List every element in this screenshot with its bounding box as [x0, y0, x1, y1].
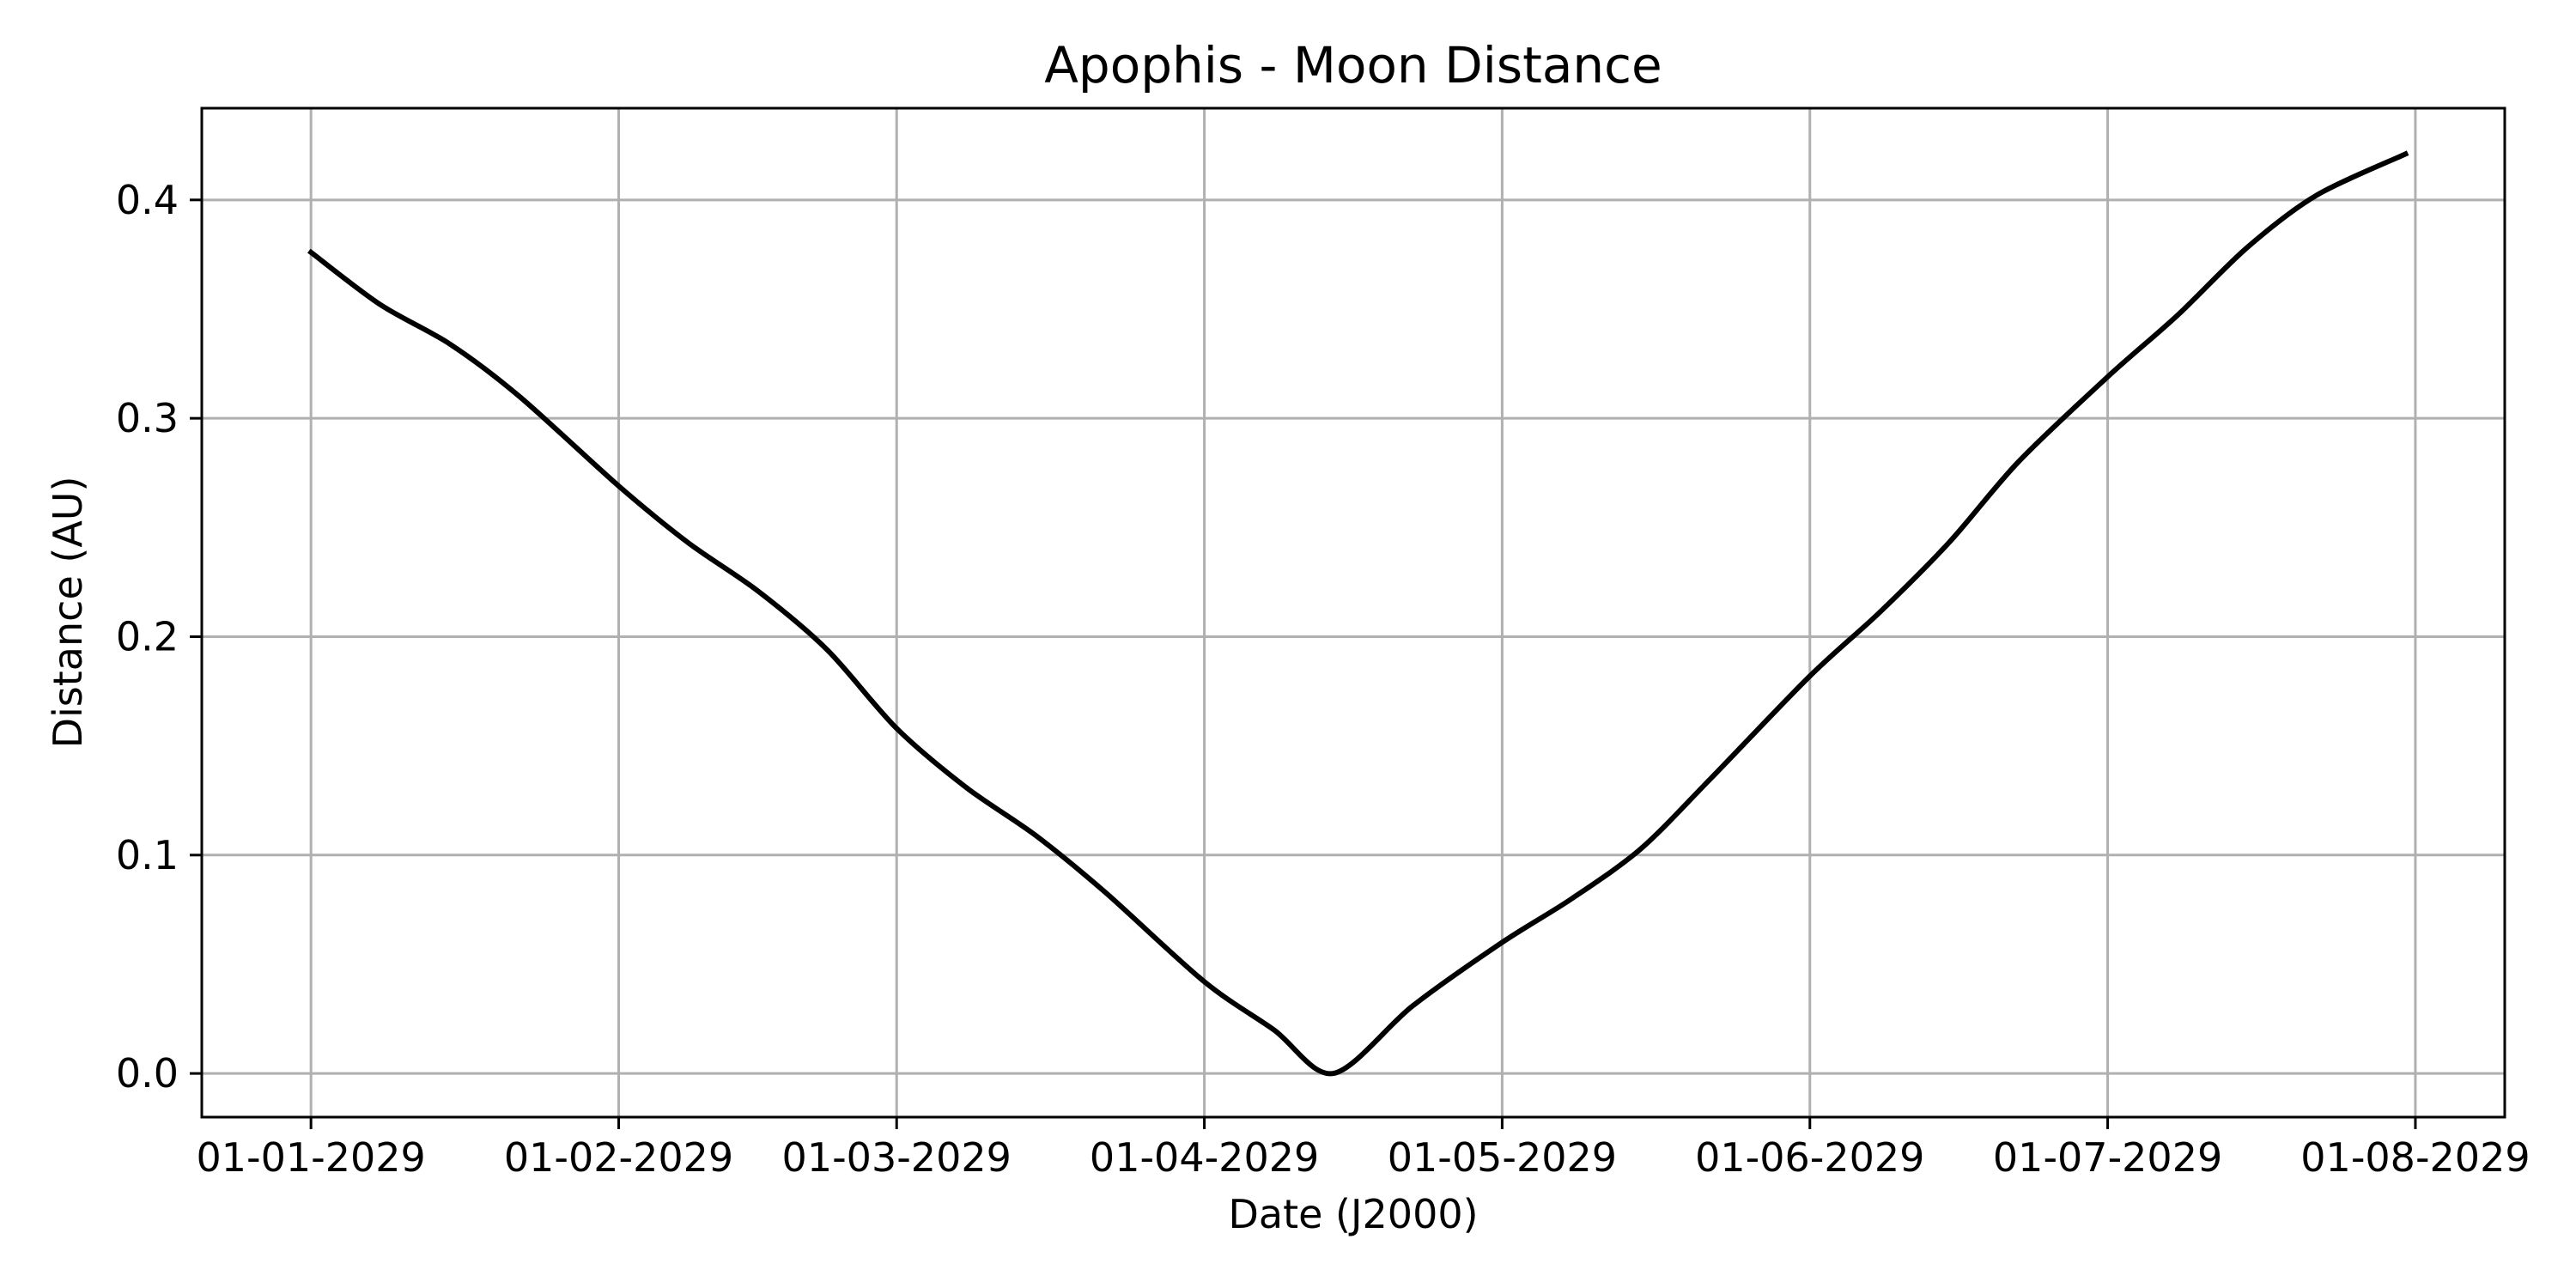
y-tick-label: 0.4: [116, 177, 179, 223]
y-tick-label: 0.1: [116, 832, 179, 878]
x-tick-label: 01-06-2029: [1695, 1134, 1924, 1181]
y-tick-label: 0.3: [116, 395, 179, 441]
series-layer: [307, 150, 2409, 1077]
distance-series-line: [307, 150, 2409, 1077]
plot-frame: [200, 106, 2506, 1119]
x-tick-label: 01-02-2029: [504, 1134, 733, 1181]
x-tick-label: 01-01-2029: [196, 1134, 425, 1181]
x-tick-label: 01-03-2029: [782, 1134, 1012, 1181]
x-tick-label: 01-05-2029: [1388, 1134, 1617, 1181]
x-axis-label: Date (J2000): [1228, 1191, 1478, 1237]
ticks: 01-01-2029 01-02-2029 01-03-2029 01-04-2029…: [116, 177, 2530, 1181]
x-tick-label: 01-07-2029: [1993, 1134, 2222, 1181]
chart-title: Apophis - Moon Distance: [1044, 36, 1662, 94]
y-axis-label: Distance (AU): [45, 477, 91, 749]
y-tick-label: 0.0: [116, 1050, 179, 1097]
x-tick-label: 01-04-2029: [1090, 1134, 1319, 1181]
x-tick-label: 01-08-2029: [2300, 1134, 2530, 1181]
grid: [202, 108, 2505, 1117]
y-tick-label: 0.2: [116, 613, 179, 659]
